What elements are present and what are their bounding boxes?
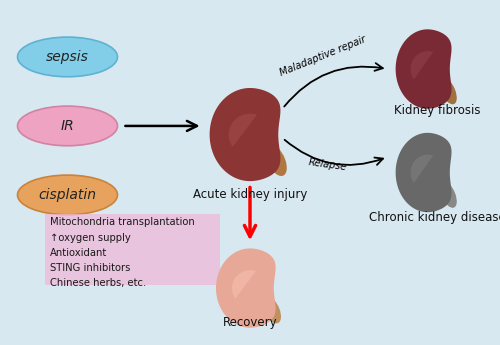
Ellipse shape bbox=[440, 77, 457, 104]
Text: IR: IR bbox=[60, 119, 74, 133]
Text: Chronic kidney disease: Chronic kidney disease bbox=[369, 211, 500, 224]
Text: sepsis: sepsis bbox=[46, 50, 89, 64]
Polygon shape bbox=[410, 155, 433, 183]
Text: Kidney fibrosis: Kidney fibrosis bbox=[394, 104, 481, 117]
Text: Recovery: Recovery bbox=[222, 316, 278, 329]
Ellipse shape bbox=[18, 106, 117, 146]
Ellipse shape bbox=[18, 37, 117, 77]
Text: Maladaptive repair: Maladaptive repair bbox=[278, 34, 367, 78]
Polygon shape bbox=[210, 88, 280, 181]
Ellipse shape bbox=[263, 296, 281, 323]
Text: Relapse: Relapse bbox=[308, 157, 348, 172]
FancyBboxPatch shape bbox=[45, 214, 220, 285]
Text: Acute kidney injury: Acute kidney injury bbox=[193, 188, 307, 201]
Text: Mitochondria transplantation
↑oxygen supply
Antioxidant
STING inhibitors
Chinese: Mitochondria transplantation ↑oxygen sup… bbox=[50, 217, 195, 288]
Ellipse shape bbox=[440, 181, 457, 208]
Ellipse shape bbox=[266, 144, 287, 176]
Polygon shape bbox=[232, 270, 256, 298]
Ellipse shape bbox=[18, 175, 117, 215]
Polygon shape bbox=[396, 133, 452, 212]
Polygon shape bbox=[216, 248, 276, 328]
Polygon shape bbox=[396, 29, 452, 109]
Polygon shape bbox=[228, 114, 257, 147]
Text: cisplatin: cisplatin bbox=[38, 188, 96, 202]
Polygon shape bbox=[410, 51, 433, 79]
